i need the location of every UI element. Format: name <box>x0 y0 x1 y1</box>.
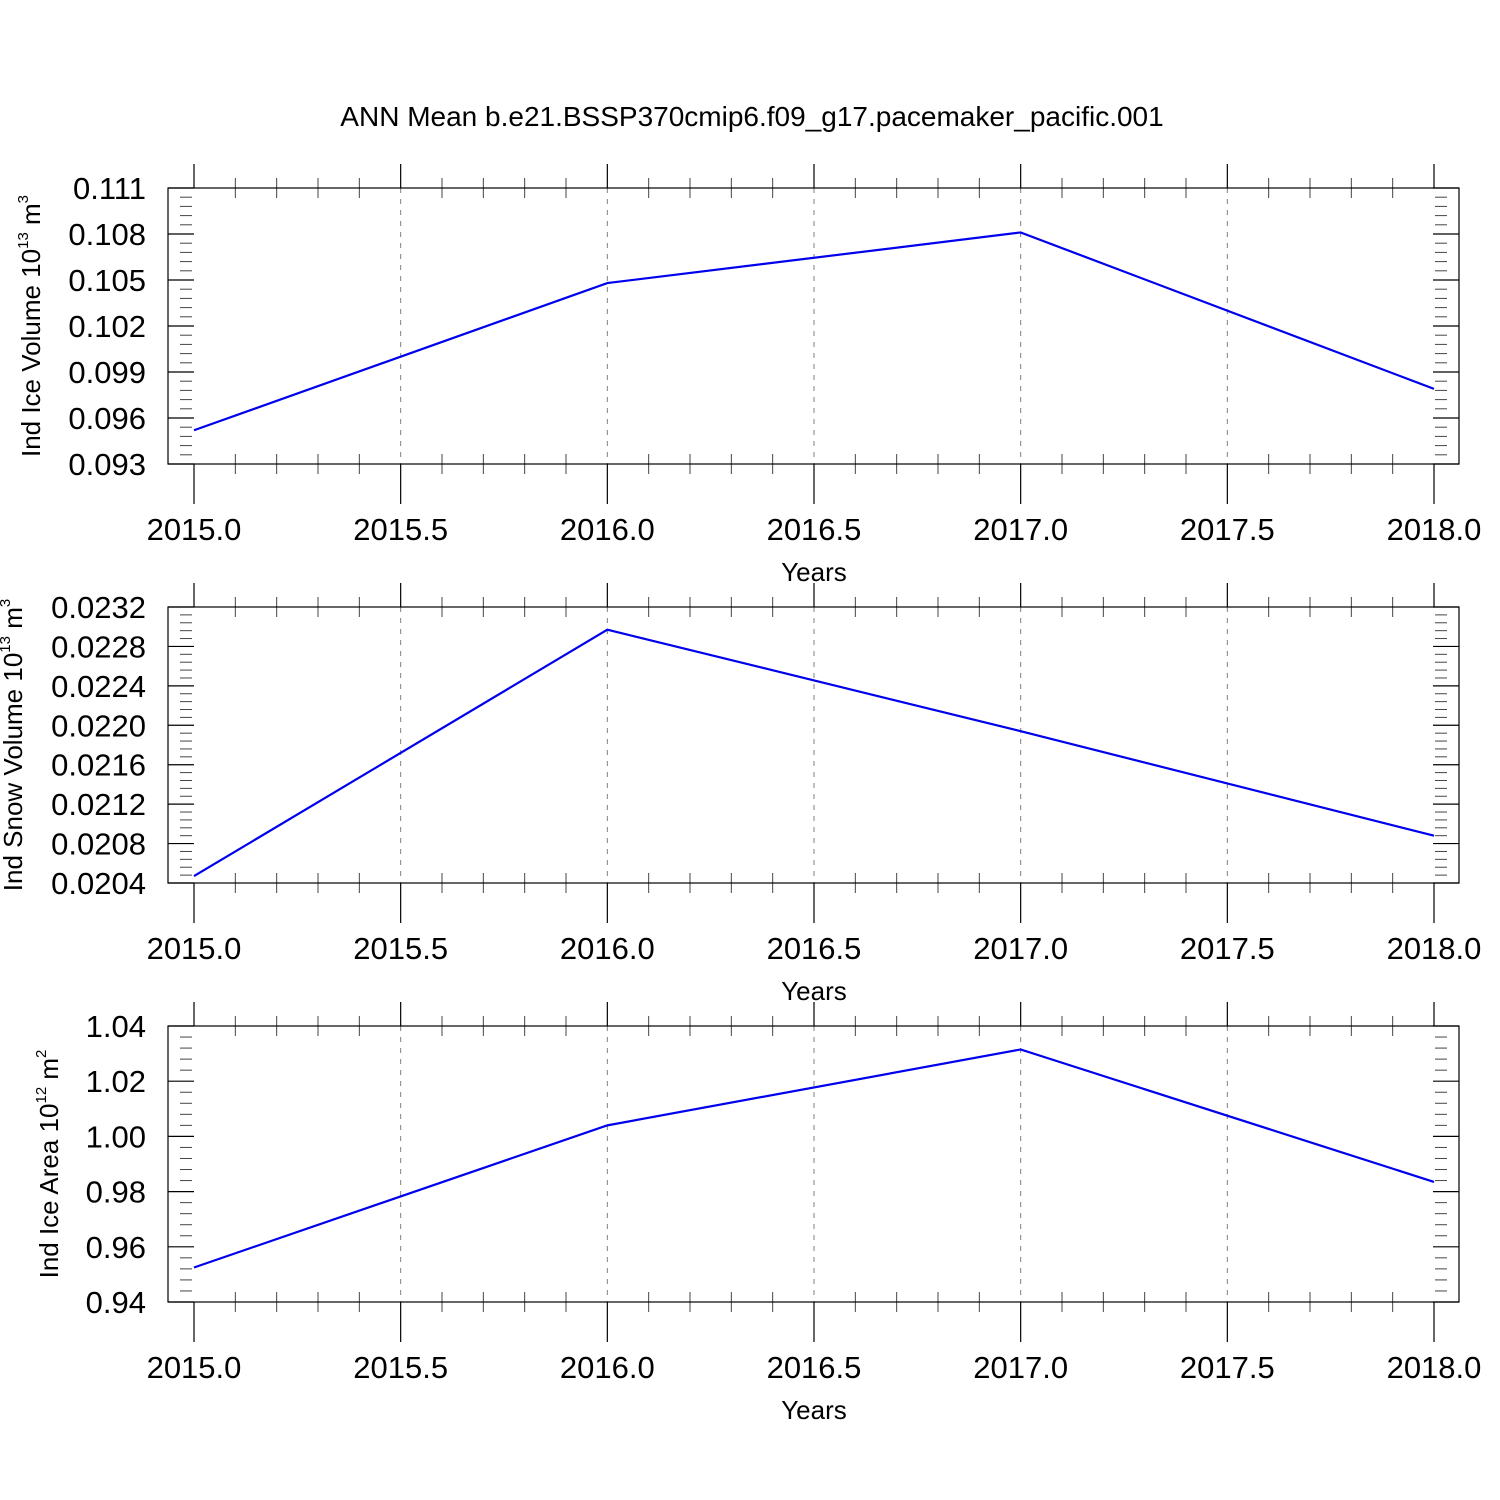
panel-1-x-tick-label: 2017.5 <box>1180 512 1275 547</box>
panel-1-y-axis-label: Ind Ice Volume 1013 m3 <box>15 195 46 457</box>
panel-3-x-tick-label: 2017.0 <box>973 1350 1068 1385</box>
panel-1-x-tick-label: 2018.0 <box>1387 512 1482 547</box>
panel-ice-area: 2015.0 2015.5 2016.0 2016.5 2017.0 2017.5 2018… <box>33 1002 1481 1425</box>
panel-3-x-axis-label: Years <box>781 1395 847 1425</box>
panel-3-y-tick-label: 1.02 <box>86 1064 146 1099</box>
panel-1-y-tick-label: 0.096 <box>68 401 146 436</box>
panel-2-x-tick-label: 2016.0 <box>560 931 655 966</box>
panel-3-x-tick-label: 2016.0 <box>560 1350 655 1385</box>
panel-2-y-tick-label: 0.0228 <box>51 629 146 664</box>
panel-1-x-tick-label: 2015.5 <box>353 512 448 547</box>
panel-2-x-tick-label: 2016.5 <box>767 931 862 966</box>
panel-2-y-tick-label: 0.0220 <box>51 708 146 743</box>
panel-1-y-tick-label: 0.099 <box>68 355 146 390</box>
panel-1-y-tick-label: 0.102 <box>68 309 146 344</box>
panel-ice-volume: 2015.0 2015.5 2016.0 2016.5 2017.0 2017.5 2018… <box>15 164 1481 587</box>
panel-2-x-axis-label: Years <box>781 976 847 1006</box>
panel-3-y-tick-label: 0.98 <box>86 1175 146 1210</box>
panel-2-y-tick-label: 0.0212 <box>51 787 146 822</box>
panel-2-x-tick-label: 2017.0 <box>973 931 1068 966</box>
panel-2-y-tick-label: 0.0232 <box>51 590 146 625</box>
panel-3-series-line <box>193 1048 1435 1269</box>
panel-snow-volume: 2015.0 2015.5 2016.0 2016.5 2017.0 2017.5 2018… <box>0 583 1481 1006</box>
panel-3-x-tick-label: 2015.5 <box>353 1350 448 1385</box>
panel-1-y-tick-label: 0.093 <box>68 447 146 482</box>
panel-2-y-axis-label: Ind Snow Volume 1013 m3 <box>0 599 28 891</box>
figure-title: ANN Mean b.e21.BSSP370cmip6.f09_g17.pace… <box>340 101 1163 132</box>
panel-1-x-tick-label: 2016.0 <box>560 512 655 547</box>
panel-2-frame <box>167 606 1460 884</box>
panel-1-y-tick-label: 0.111 <box>73 171 146 206</box>
panel-3-x-tick-label: 2015.0 <box>147 1350 242 1385</box>
panel-2-x-tick-label: 2017.5 <box>1180 931 1275 966</box>
panel-2-y-tick-label: 0.0208 <box>51 827 146 862</box>
panel-3-y-tick-label: 0.94 <box>86 1285 146 1320</box>
panel-2-x-tick-label: 2018.0 <box>1387 931 1482 966</box>
panel-1-x-axis-label: Years <box>781 557 847 587</box>
panel-1-x-tick-label: 2015.0 <box>147 512 242 547</box>
panel-1-x-tick-label: 2016.5 <box>767 512 862 547</box>
panel-3-x-tick-label: 2018.0 <box>1387 1350 1482 1385</box>
panel-1-y-tick-label: 0.105 <box>68 263 146 298</box>
panel-2-y-tick-label: 0.0204 <box>51 866 146 901</box>
panel-3-x-tick-label: 2016.5 <box>767 1350 862 1385</box>
panel-1-y-tick-label: 0.108 <box>68 217 146 252</box>
panel-1-series-line <box>193 231 1435 432</box>
panel-3-y-tick-label: 0.96 <box>86 1230 146 1265</box>
panel-2-x-tick-label: 2015.0 <box>147 931 242 966</box>
panel-1-x-tick-label: 2017.0 <box>973 512 1068 547</box>
panel-2-y-tick-label: 0.0224 <box>51 669 146 704</box>
panel-1-frame <box>167 187 1460 465</box>
panel-3-frame <box>167 1025 1460 1303</box>
panel-2-y-tick-label: 0.0216 <box>51 748 146 783</box>
panel-3-x-tick-label: 2017.5 <box>1180 1350 1275 1385</box>
panel-2-x-tick-label: 2015.5 <box>353 931 448 966</box>
panel-3-y-axis-label: Ind Ice Area 1012 m2 <box>33 1050 64 1279</box>
panel-3-y-tick-label: 1.00 <box>86 1119 146 1154</box>
panel-3-y-tick-label: 1.04 <box>86 1009 146 1044</box>
panel-2-series-line <box>193 628 1435 878</box>
